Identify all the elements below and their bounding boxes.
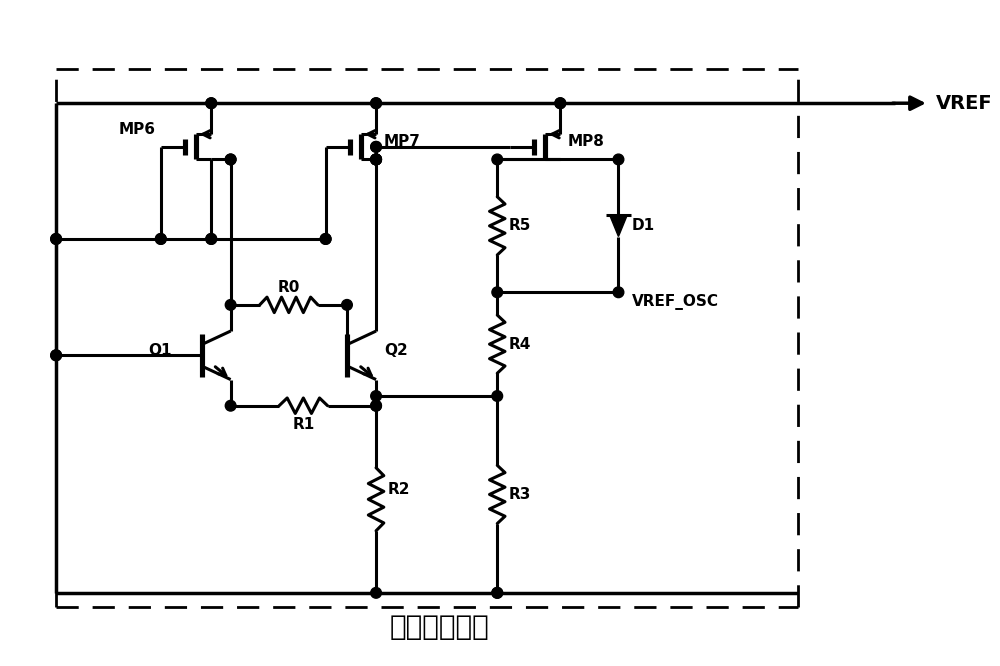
Circle shape	[206, 98, 217, 109]
Text: R5: R5	[509, 218, 531, 233]
Text: MP7: MP7	[384, 135, 421, 149]
Circle shape	[51, 350, 61, 360]
Text: R0: R0	[278, 280, 300, 295]
Text: R2: R2	[388, 482, 410, 497]
Circle shape	[225, 400, 236, 411]
Circle shape	[371, 141, 381, 152]
Text: MP6: MP6	[119, 122, 156, 137]
Circle shape	[492, 587, 503, 598]
Circle shape	[492, 587, 503, 598]
Circle shape	[225, 154, 236, 165]
Circle shape	[371, 141, 381, 152]
Text: Q2: Q2	[384, 343, 408, 358]
Circle shape	[206, 234, 217, 244]
Circle shape	[342, 300, 352, 310]
Circle shape	[371, 400, 381, 411]
Circle shape	[371, 587, 381, 598]
Circle shape	[225, 300, 236, 310]
Text: R1: R1	[292, 418, 314, 432]
Circle shape	[371, 400, 381, 411]
Circle shape	[613, 287, 624, 298]
Circle shape	[51, 234, 61, 244]
Circle shape	[371, 154, 381, 165]
Text: D1: D1	[632, 218, 655, 233]
Circle shape	[555, 98, 566, 109]
Polygon shape	[610, 215, 627, 236]
Circle shape	[155, 234, 166, 244]
Circle shape	[51, 234, 61, 244]
Circle shape	[206, 234, 217, 244]
Text: R4: R4	[509, 336, 531, 352]
Text: Q1: Q1	[148, 343, 172, 358]
Circle shape	[371, 154, 381, 165]
Circle shape	[492, 154, 503, 165]
Circle shape	[51, 350, 61, 360]
Circle shape	[155, 234, 166, 244]
Circle shape	[613, 154, 624, 165]
Circle shape	[320, 234, 331, 244]
Text: R3: R3	[509, 487, 531, 502]
Text: 带隙基准电路: 带隙基准电路	[389, 613, 489, 641]
Circle shape	[206, 98, 217, 109]
Circle shape	[555, 98, 566, 109]
Circle shape	[320, 234, 331, 244]
Circle shape	[371, 154, 381, 165]
Circle shape	[492, 391, 503, 402]
Circle shape	[371, 98, 381, 109]
Text: VREF: VREF	[936, 94, 992, 113]
Circle shape	[371, 154, 381, 165]
Circle shape	[225, 154, 236, 165]
Text: MP8: MP8	[568, 135, 605, 149]
Circle shape	[371, 391, 381, 402]
Text: VREF_OSC: VREF_OSC	[632, 294, 719, 310]
Circle shape	[492, 287, 503, 298]
Circle shape	[371, 98, 381, 109]
